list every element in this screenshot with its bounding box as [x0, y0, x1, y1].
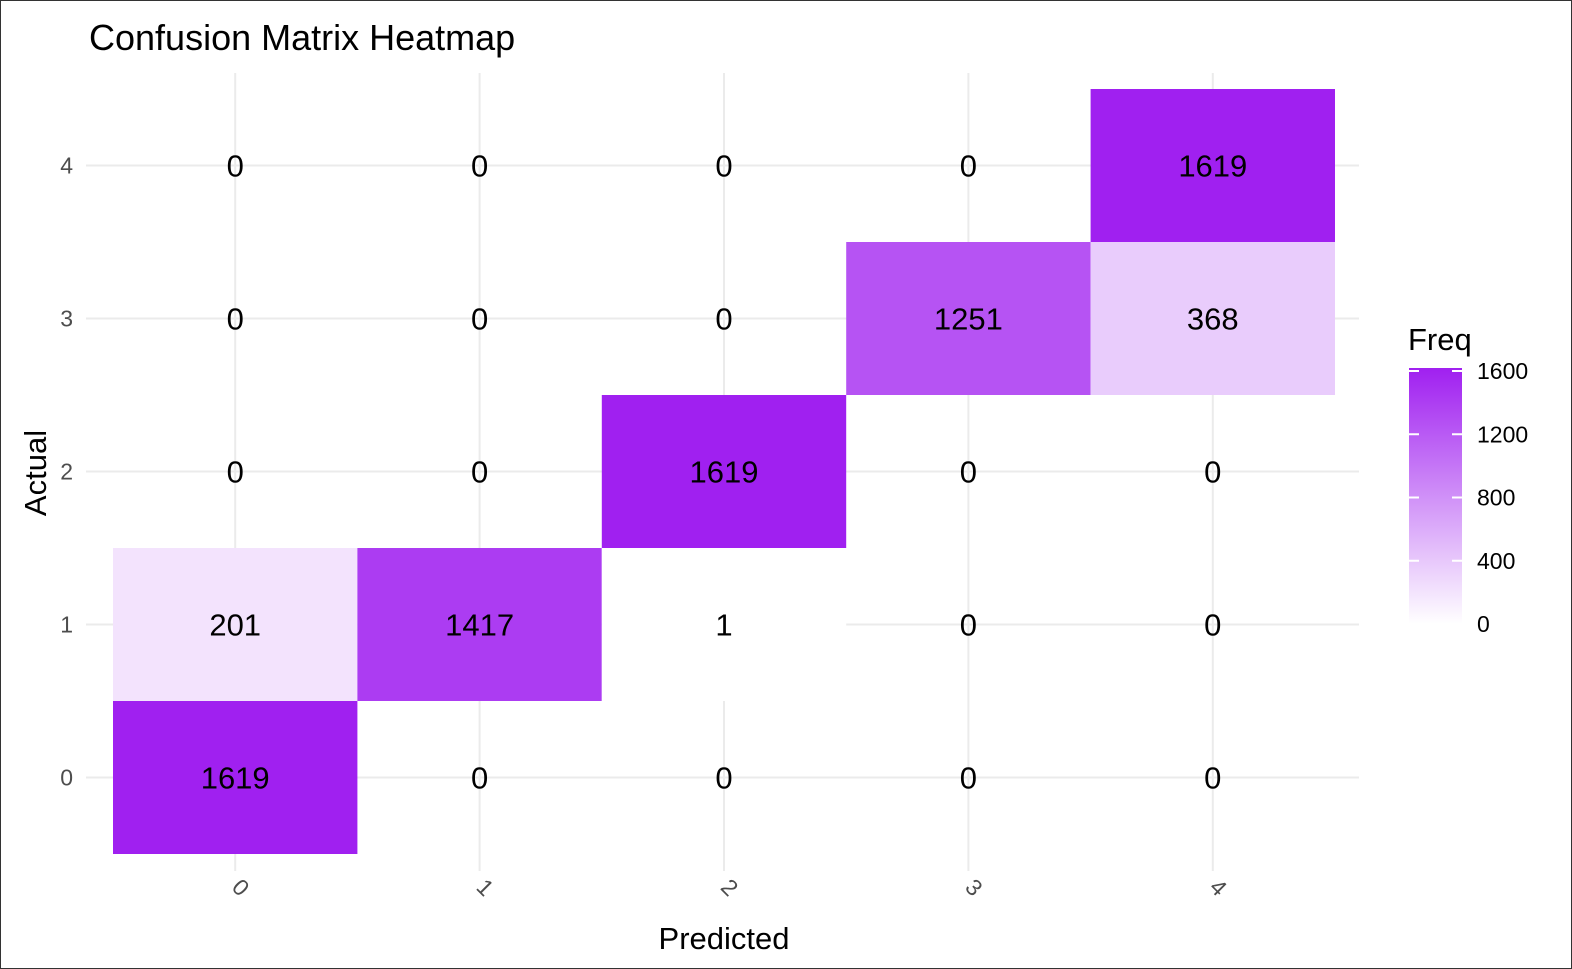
cell-value-label: 0	[960, 608, 977, 643]
heatmap-cell	[601, 395, 847, 548]
cell-value-label: 0	[715, 761, 732, 796]
cell-value-label: 0	[471, 455, 488, 490]
cell-value-label: 0	[227, 149, 244, 184]
cell-value-label: 0	[715, 302, 732, 337]
heatmap-cell	[113, 548, 358, 701]
cell-value-label: 0	[960, 149, 977, 184]
chart-title: Confusion Matrix Heatmap	[89, 17, 515, 58]
heatmap-cell	[357, 548, 602, 701]
x-tick-label: 2	[716, 874, 743, 901]
y-tick-label: 0	[60, 765, 73, 791]
cell-value-label: 0	[1204, 608, 1221, 643]
cell-value-label: 1251	[934, 302, 1003, 337]
legend-tick-label: 1600	[1477, 358, 1528, 384]
x-tick-label: 0	[227, 874, 254, 901]
cell-value-label: 0	[471, 149, 488, 184]
cell-value-labels: 1619 0 0 0 0 201 1417 1 0 0 0 0 1619 0 0 0 0 0 1251 368 0 0 0 0…	[201, 149, 1248, 796]
x-tick-label: 4	[1205, 874, 1233, 902]
y-axis-title: Actual	[18, 430, 53, 516]
cell-value-label: 0	[1204, 761, 1221, 796]
legend-title: Freq	[1408, 322, 1472, 357]
cell-value-label: 0	[227, 302, 244, 337]
cell-value-label: 0	[715, 149, 732, 184]
heatmap-cell	[846, 242, 1091, 395]
x-tick-label: 3	[960, 874, 987, 901]
legend-color-bar	[1409, 368, 1462, 624]
legend-tick-label: 800	[1477, 485, 1515, 511]
cell-value-label: 0	[960, 761, 977, 796]
color-legend: Freq 0 400 800 1200 1600	[1408, 322, 1528, 637]
y-tick-label: 2	[60, 459, 73, 485]
x-axis-title: Predicted	[659, 921, 790, 956]
x-tick-label: 1	[472, 874, 499, 901]
cell-value-label: 0	[471, 302, 488, 337]
cell-value-label: 1417	[445, 608, 514, 643]
cell-value-label: 1619	[1178, 149, 1247, 184]
heatmap-cell	[601, 548, 847, 701]
legend-tick-label: 1200	[1477, 421, 1528, 447]
cell-value-label: 0	[227, 455, 244, 490]
y-tick-label: 4	[60, 153, 73, 179]
cell-value-label: 368	[1187, 302, 1239, 337]
x-axis-ticks: 0 1 2 3 4	[227, 874, 1232, 902]
y-tick-label: 1	[60, 612, 73, 638]
legend-ticks: 0 400 800 1200 1600	[1409, 358, 1528, 637]
legend-tick-label: 0	[1477, 611, 1490, 637]
cell-value-label: 0	[960, 455, 977, 490]
cell-value-label: 0	[1204, 455, 1221, 490]
y-axis-ticks: 0 1 2 3 4	[60, 153, 73, 791]
cell-value-label: 1619	[690, 455, 759, 490]
cell-value-label: 0	[471, 761, 488, 796]
y-tick-label: 3	[60, 306, 73, 332]
legend-tick-label: 400	[1477, 548, 1515, 574]
heatmap-cell	[1090, 242, 1335, 395]
heatmap-cell	[1090, 89, 1335, 242]
cell-value-label: 201	[209, 608, 261, 643]
heatmap-cell	[113, 701, 358, 854]
heatmap-cells	[113, 89, 1335, 854]
cell-value-label: 1	[715, 608, 732, 643]
cell-value-label: 1619	[201, 761, 270, 796]
